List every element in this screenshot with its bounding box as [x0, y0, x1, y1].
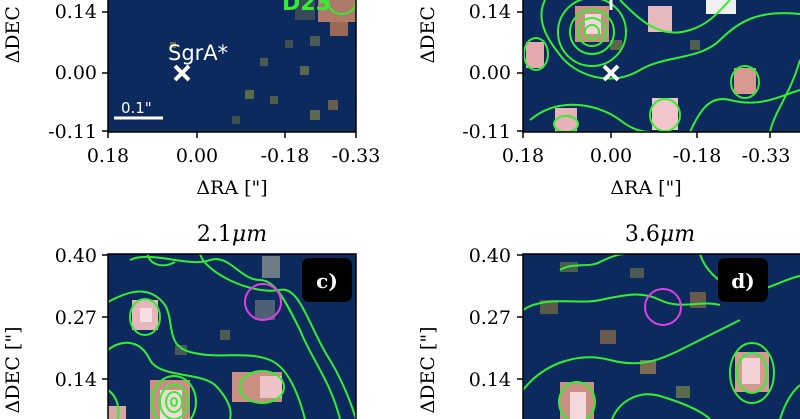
c-ytick-3: 0.14 [55, 369, 97, 391]
sgra-marker [173, 64, 191, 82]
a-ytick-3: -0.11 [48, 121, 97, 143]
b-xtick-3: -0.18 [673, 145, 722, 167]
sgra-label: SgrA* [168, 41, 228, 65]
sgra-marker-b [602, 64, 620, 82]
b-ytick-2: 0.00 [469, 62, 511, 84]
panel-c-sources [108, 254, 356, 419]
a-xlabel: ΔRA ["] [196, 177, 267, 199]
a-xtick-1: 0.18 [87, 145, 129, 167]
panel-b-frame [522, 0, 800, 133]
a-xtick-2: 0.00 [176, 145, 218, 167]
scale-bar-label: 0.1" [121, 99, 152, 117]
d-label-box [718, 258, 768, 302]
panel-a-frame [107, 0, 357, 133]
b-ytick-1: 0.14 [469, 1, 511, 23]
a-ytick-2: 0.00 [55, 62, 97, 84]
panel-d-sources [523, 254, 800, 419]
panel-a-sources [170, 0, 356, 124]
d-ytick-3: 0.14 [469, 369, 511, 391]
d-panel-label: d) [731, 269, 754, 293]
c-ylabel: ΔDEC ["] [2, 327, 24, 414]
b-ylabel: ΔDEC ["] [417, 0, 439, 63]
d-ylabel: ΔDEC ["] [417, 327, 439, 414]
d-ytick-2: 0.27 [469, 307, 511, 329]
c-label-box [302, 258, 352, 302]
d-ytick-1: 0.40 [469, 245, 511, 267]
b-ytick-3: -0.11 [462, 121, 511, 143]
a-xtick-4: -0.33 [332, 145, 381, 167]
source-label-d23: D23 [282, 0, 331, 16]
d-title: 3.6μm [625, 222, 695, 247]
a-ylabel: ΔDEC ["] [2, 0, 24, 63]
panel-d: 3.6μm [417, 222, 800, 419]
a-ytick-1: 0.14 [55, 1, 97, 23]
c-title: 2.1μm [197, 222, 267, 247]
panel-c-frame [107, 253, 357, 419]
panel-d-frame [522, 253, 800, 419]
a-xtick-3: -0.18 [261, 145, 310, 167]
d-target-circle [644, 288, 682, 326]
c-ytick-1: 0.40 [55, 245, 97, 267]
c-target-circle [244, 283, 282, 321]
b-xtick-1: 0.18 [502, 145, 544, 167]
panel-b: 0.14 0.00 -0.11 0.18 0.00 -0.18 -0.33 ΔR… [417, 0, 800, 199]
panel-a: SgrA* 0.1" D23 0.14 0.00 -0.11 0.18 0.00… [2, 0, 380, 199]
c-ytick-2: 0.27 [55, 307, 97, 329]
b-xtick-4: -0.33 [742, 145, 791, 167]
b-xtick-2: 0.00 [590, 145, 632, 167]
b-xlabel: ΔRA ["] [610, 177, 681, 199]
panel-c: 2.1μm [2, 222, 357, 419]
c-panel-label: c) [316, 269, 338, 293]
panel-b-sources [523, 0, 800, 132]
